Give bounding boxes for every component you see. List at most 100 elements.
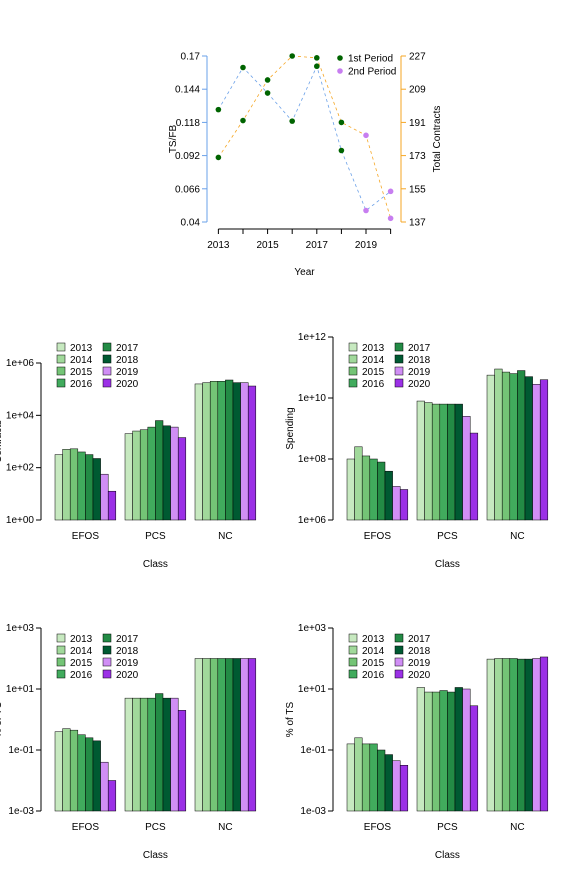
bar [417, 401, 425, 520]
category-label: PCS [437, 822, 458, 833]
legend-swatch [349, 367, 357, 375]
bar [155, 694, 163, 811]
bar [447, 404, 455, 520]
bar [370, 744, 378, 811]
bar [525, 659, 533, 811]
bar [233, 659, 241, 812]
legend-swatch [103, 367, 111, 375]
bar [63, 729, 71, 811]
x-axis-label: Class [143, 559, 168, 570]
legend-label: 2017 [408, 343, 431, 354]
legend-label: 2018 [408, 646, 431, 657]
bar [203, 383, 211, 520]
bar [248, 386, 256, 520]
bar [78, 735, 86, 811]
bar [417, 687, 425, 811]
legend-label: 2020 [408, 670, 431, 681]
x-tick-label: 2013 [207, 240, 230, 251]
bar [55, 732, 63, 811]
legend-swatch [395, 646, 403, 654]
legend-swatch [395, 367, 403, 375]
x-tick-label: 2015 [256, 240, 279, 251]
legend-label: 2013 [70, 634, 93, 645]
bar [385, 755, 393, 811]
legend-swatch [57, 646, 65, 654]
y-tick-label: 1e+03 [6, 623, 35, 634]
bar [533, 659, 541, 812]
legend-swatch [57, 355, 65, 363]
data-point [216, 107, 222, 113]
bar [248, 659, 256, 812]
x-axis-label: Year [294, 267, 315, 278]
bar [432, 404, 440, 520]
legend-swatch [103, 634, 111, 642]
legend-swatch [103, 658, 111, 666]
bar [377, 462, 385, 520]
legend-label: 2013 [70, 343, 93, 354]
legend-swatch [103, 343, 111, 351]
legend-label: 2013 [362, 634, 385, 645]
data-point [388, 216, 394, 222]
legend-swatch [395, 379, 403, 387]
bar [463, 416, 471, 520]
legend-label: 2014 [362, 646, 385, 657]
bar [63, 449, 71, 520]
data-point [240, 65, 246, 71]
bar [495, 369, 503, 520]
bar [70, 730, 78, 811]
legend-label: 2016 [362, 670, 385, 681]
bar [487, 659, 495, 811]
x-axis-label: Class [435, 850, 460, 861]
legend-swatch [349, 634, 357, 642]
bar [510, 659, 518, 812]
bar [70, 449, 78, 520]
legend-label: 2020 [116, 670, 139, 681]
y-tick-label: 1e-03 [300, 806, 326, 817]
legend-swatch [349, 658, 357, 666]
data-point [289, 53, 295, 59]
bar [101, 762, 109, 811]
legend: 1st Period 2nd Period [337, 54, 396, 78]
legend-swatch [103, 670, 111, 678]
left-y-axis-label: TS/FB [168, 125, 179, 154]
x-axis-label: Class [435, 559, 460, 570]
bar [210, 381, 218, 520]
y-tick-label: 1e-01 [8, 745, 34, 756]
legend-label: 2019 [408, 658, 431, 669]
legend-label: 1st Period [348, 54, 393, 65]
category-label: PCS [145, 822, 166, 833]
legend-swatch [395, 355, 403, 363]
data-point [314, 55, 320, 61]
bar [447, 692, 455, 811]
bar [148, 427, 156, 520]
bar [347, 459, 355, 520]
bar [370, 459, 378, 520]
right-y-tick-label: 227 [409, 52, 426, 63]
data-point [314, 63, 320, 69]
bar [55, 455, 63, 520]
bar [225, 380, 233, 520]
ts-fb-line [218, 66, 390, 210]
data-point [216, 155, 222, 161]
y-axis-label: % of TS [285, 701, 296, 737]
legend-label: 2014 [362, 355, 385, 366]
legend-label: 2017 [408, 634, 431, 645]
data-point [289, 118, 295, 124]
bar [517, 659, 525, 811]
bar [432, 692, 440, 811]
category-label: PCS [437, 531, 458, 542]
legend-swatch [57, 658, 65, 666]
data-point [363, 133, 369, 139]
legend-label: 2020 [116, 379, 139, 390]
bar [362, 456, 370, 520]
line-chart: 0.04 0.066 0.092 0.118 0.144 0.17 TS/FB 137 155 1… [168, 52, 443, 279]
legend-label: 2018 [116, 355, 139, 366]
bar [203, 659, 211, 812]
category-label: EFOS [72, 822, 100, 833]
legend-swatch [349, 355, 357, 363]
bar [241, 659, 249, 812]
legend: 2013201420152016 2017201820192020 [349, 343, 431, 390]
bar [178, 710, 186, 811]
